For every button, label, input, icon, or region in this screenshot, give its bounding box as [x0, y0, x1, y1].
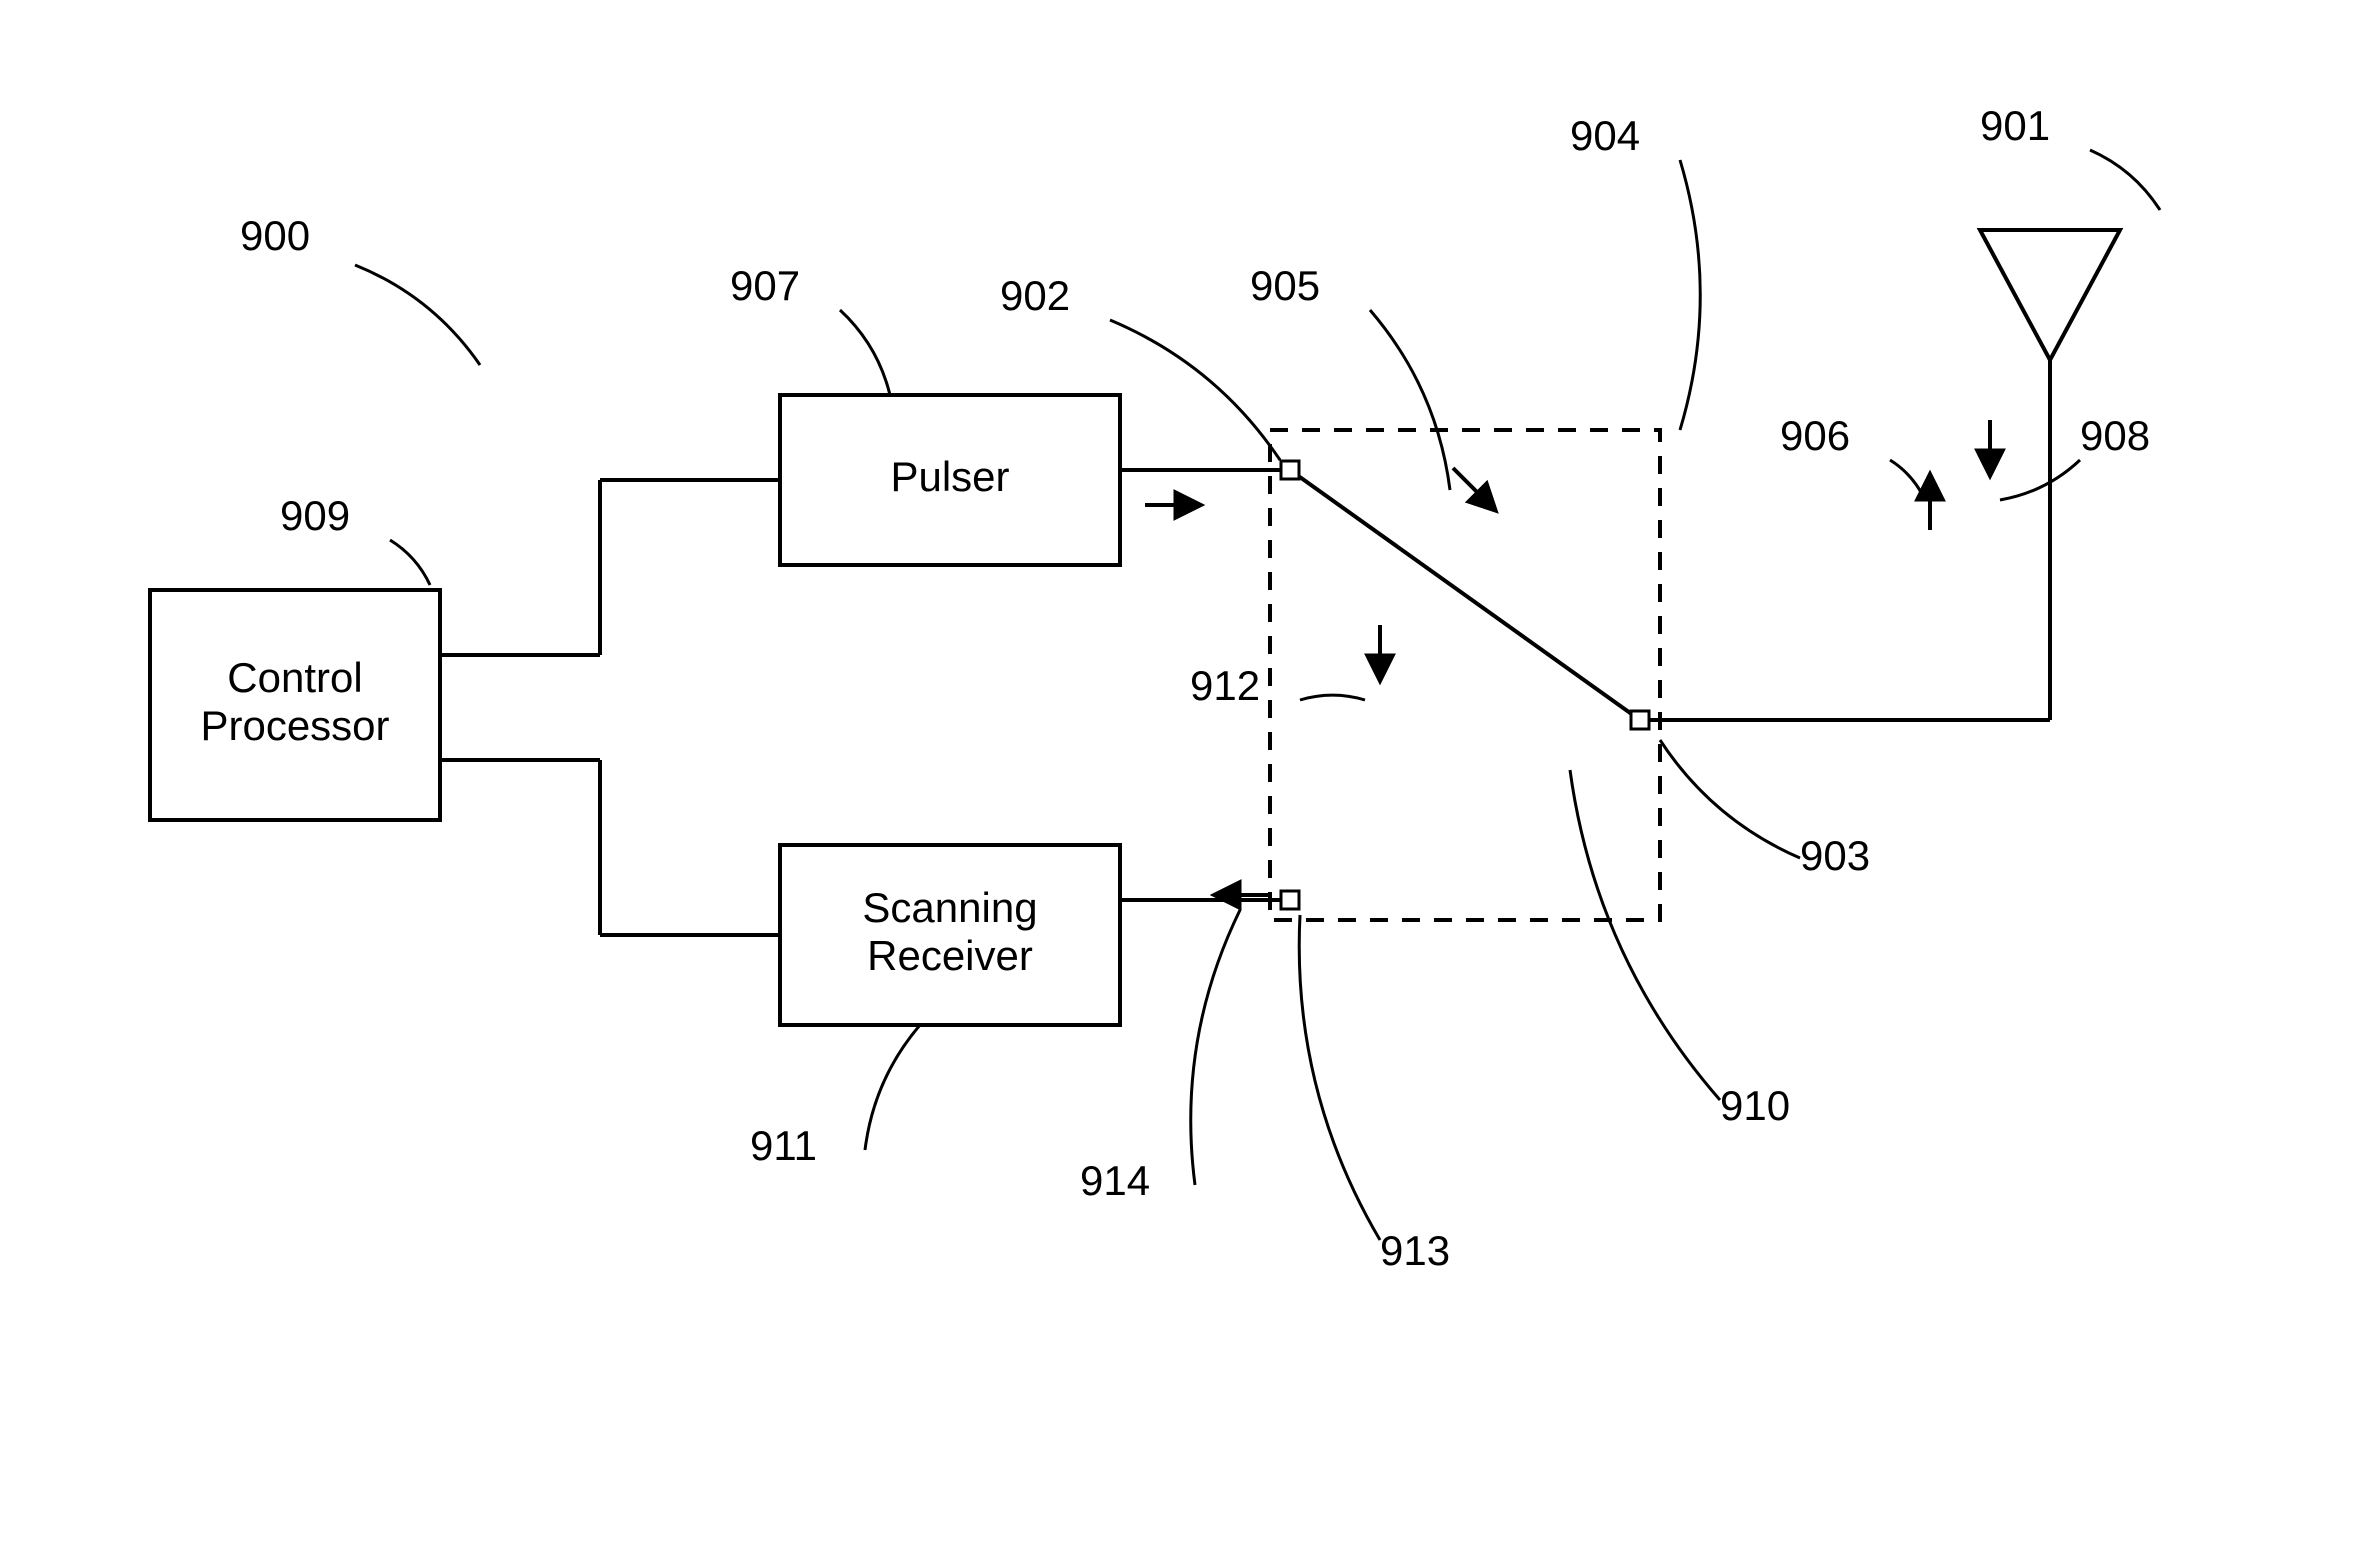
block-diagram: ControlProcessor Pulser ScanningReceiver 90…	[0, 0, 2377, 1562]
ref-908: 908	[2000, 412, 2150, 500]
ref-903-label: 903	[1800, 832, 1870, 879]
ref-910-label: 910	[1720, 1082, 1790, 1129]
ref-902: 902	[1000, 272, 1280, 460]
ref-914: 914	[1080, 910, 1240, 1204]
ref-914-label: 914	[1080, 1157, 1150, 1204]
box-pulser: Pulser	[780, 395, 1120, 565]
box-pulser-label: Pulser	[890, 453, 1009, 500]
box-control-label: Processor	[200, 702, 389, 749]
box-receiver: ScanningReceiver	[780, 845, 1120, 1025]
antenna	[1980, 230, 2120, 720]
ref-902-label: 902	[1000, 272, 1070, 319]
ref-912: 912	[1190, 662, 1365, 709]
ref-911-label: 911	[750, 1122, 817, 1169]
switch-arm	[1281, 461, 1649, 909]
ref-903: 903	[1660, 740, 1870, 879]
box-receiver-label: Scanning	[862, 884, 1037, 931]
box-control-label: Control	[227, 654, 362, 701]
ref-910: 910	[1570, 770, 1790, 1129]
ref-913: 913	[1299, 915, 1450, 1274]
ref-904-label: 904	[1570, 112, 1640, 159]
ref-906-label: 906	[1780, 412, 1850, 459]
ref-909: 909	[280, 492, 430, 585]
ref-907-label: 907	[730, 262, 800, 309]
ref-911: 911	[750, 1025, 920, 1169]
ref-900: 900	[240, 212, 480, 365]
box-switch	[1270, 430, 1660, 920]
ref-905-label: 905	[1250, 262, 1320, 309]
ref-901: 901	[1980, 102, 2160, 210]
ref-906: 906	[1780, 412, 1925, 500]
ref-900-label: 900	[240, 212, 310, 259]
ref-913-label: 913	[1380, 1227, 1450, 1274]
ref-908-label: 908	[2080, 412, 2150, 459]
box-receiver-label: Receiver	[867, 932, 1033, 979]
box-control: ControlProcessor	[150, 590, 440, 820]
ref-905: 905	[1250, 262, 1450, 490]
ref-901-label: 901	[1980, 102, 2050, 149]
flow-arrow-down-right	[1453, 468, 1495, 510]
ref-904: 904	[1570, 112, 1700, 430]
ref-909-label: 909	[280, 492, 350, 539]
ref-907: 907	[730, 262, 890, 395]
ref-912-label: 912	[1190, 662, 1260, 709]
